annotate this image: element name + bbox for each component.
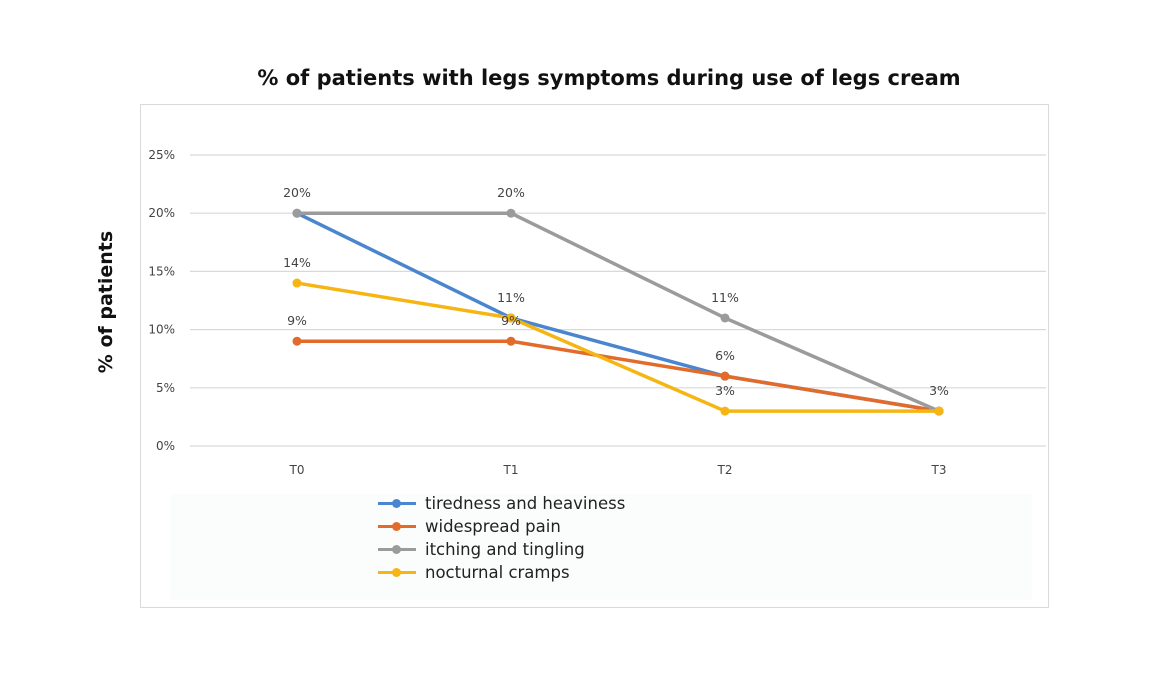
series-line — [295, 339, 941, 413]
legend-background — [170, 494, 1032, 600]
legend-swatch — [378, 538, 416, 561]
legend-label: nocturnal cramps — [425, 563, 570, 582]
legend-item: widespread pain — [378, 515, 625, 538]
legend-label: itching and tingling — [425, 540, 585, 559]
legend-item: nocturnal cramps — [378, 561, 625, 584]
legend-label: widespread pain — [425, 517, 561, 536]
chart-title: % of patients with legs symptoms during … — [257, 66, 961, 90]
y-tick-label: 5% — [156, 381, 175, 395]
data-label: 11% — [711, 290, 739, 305]
data-label: 11% — [497, 290, 525, 305]
data-label: 3% — [929, 383, 949, 398]
data-point — [934, 406, 944, 416]
data-point — [292, 336, 302, 346]
series-itching-and-tingling — [292, 208, 944, 416]
data-label: 9% — [501, 313, 521, 328]
legend-swatch — [378, 561, 416, 584]
x-tick-label: T3 — [931, 463, 947, 477]
series-line — [295, 211, 941, 413]
y-tick-label: 15% — [148, 264, 175, 278]
y-tick-label: 10% — [148, 323, 175, 337]
series-tiredness-and-heaviness — [292, 208, 944, 416]
series-lines — [292, 208, 944, 416]
legend-swatch — [378, 492, 416, 515]
series-line — [295, 281, 941, 413]
x-tick-label: T1 — [503, 463, 519, 477]
y-tick-label: 0% — [156, 439, 175, 453]
data-point — [506, 208, 516, 218]
data-point — [720, 371, 730, 381]
x-tick-label: T0 — [289, 463, 305, 477]
y-tick-label: 20% — [148, 206, 175, 220]
data-label: 9% — [287, 313, 307, 328]
data-point — [506, 313, 516, 323]
series-nocturnal-cramps — [292, 278, 944, 416]
data-label: 20% — [283, 185, 311, 200]
legend: tiredness and heaviness widespread pain it… — [378, 492, 625, 584]
gridlines — [190, 154, 1046, 447]
legend-item: itching and tingling — [378, 538, 625, 561]
data-label: 3% — [715, 383, 735, 398]
data-point — [292, 278, 302, 288]
data-point — [506, 336, 516, 346]
x-tick-label: T2 — [717, 463, 733, 477]
y-tick-labels: 0% 5% 10% 15% 20% 25% — [148, 148, 175, 453]
data-label: 20% — [497, 185, 525, 200]
data-labels: 20% 14% 9% 20% 11% 9% 11% 6% 3% 3% — [283, 185, 949, 398]
data-label: 6% — [715, 348, 735, 363]
series-line — [295, 211, 941, 413]
legend-label: tiredness and heaviness — [425, 494, 626, 513]
data-point — [720, 406, 730, 416]
y-tick-label: 25% — [148, 148, 175, 162]
data-point — [720, 313, 730, 323]
legend-item: tiredness and heaviness — [378, 492, 625, 515]
data-label: 14% — [283, 255, 311, 270]
data-point — [292, 208, 302, 218]
legend-swatch — [378, 515, 416, 538]
x-tick-labels: T0 T1 T2 T3 — [289, 463, 947, 477]
